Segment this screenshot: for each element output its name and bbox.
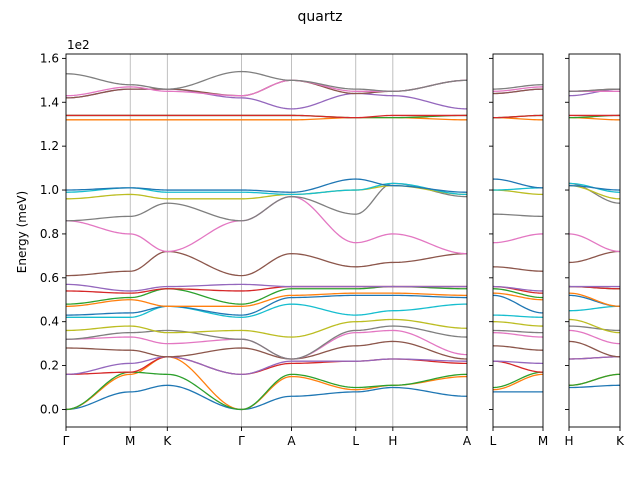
y-axis-label: Energy (meV) — [15, 191, 29, 273]
band-16 — [493, 266, 543, 272]
y-tick-label: 0.2 — [40, 359, 59, 373]
band-3 — [493, 371, 543, 389]
x-tick-label: K — [616, 434, 625, 448]
band-27 — [66, 79, 467, 97]
band-1 — [66, 384, 467, 411]
y-axis-multiplier: 1e2 — [67, 38, 90, 52]
band-18 — [569, 182, 620, 204]
band-21 — [66, 178, 467, 193]
band-10 — [493, 314, 543, 318]
band-3 — [66, 371, 467, 411]
x-tick-label: L — [352, 434, 359, 448]
band-lines — [569, 88, 620, 389]
band-11 — [66, 294, 467, 316]
x-tick-label: A — [287, 434, 296, 448]
band-17 — [493, 233, 543, 244]
band-1 — [569, 384, 620, 389]
band-18 — [493, 213, 543, 218]
band-6 — [493, 345, 543, 351]
panel-1: Γ M K Γ A L H A 0.0 0.2 0.4 0.6 0.8 1.0 1.2 1.4 1.6 — [40, 51, 472, 448]
band-6 — [66, 340, 467, 360]
band-19 — [66, 184, 467, 200]
band-11 — [493, 294, 543, 314]
band-7 — [569, 329, 620, 345]
band-6 — [569, 340, 620, 358]
band-12 — [493, 292, 543, 301]
x-tick-label: K — [163, 434, 172, 448]
y-tick-label: 0.8 — [40, 227, 59, 241]
band-10 — [569, 305, 620, 312]
band-16 — [569, 250, 620, 264]
x-tick-label: M — [125, 434, 135, 448]
chart-title: quartz — [298, 9, 343, 25]
band-15 — [493, 285, 543, 292]
x-tick-label: H — [388, 434, 397, 448]
x-tick-label: Γ — [63, 434, 70, 448]
band-2 — [493, 373, 543, 391]
band-7 — [493, 332, 543, 338]
band-5 — [493, 360, 543, 365]
band-12 — [569, 292, 620, 307]
y-tick-label: 1.0 — [40, 183, 59, 197]
band-9 — [569, 318, 620, 334]
band-8 — [66, 325, 467, 360]
band-16 — [66, 250, 467, 277]
band-7 — [66, 329, 467, 360]
band-18 — [66, 182, 467, 222]
band-24 — [66, 114, 467, 119]
band-27 — [493, 86, 543, 92]
band-20 — [493, 187, 543, 191]
band-19 — [493, 189, 543, 196]
band-2 — [66, 356, 467, 411]
band-5 — [66, 356, 467, 375]
x-tick-label: M — [538, 434, 548, 448]
band-12 — [66, 292, 467, 307]
band-8 — [569, 325, 620, 332]
band-13 — [493, 288, 543, 299]
axes-frame — [65, 53, 468, 428]
band-28 — [66, 70, 467, 92]
band-26 — [66, 79, 467, 99]
band-3 — [569, 373, 620, 386]
band-9 — [66, 318, 467, 338]
y-tick-label: 0.6 — [40, 271, 59, 285]
band-11 — [569, 294, 620, 307]
band-25 — [66, 88, 467, 110]
y-tick-label: 1.2 — [40, 139, 59, 153]
y-tick-label: 1.6 — [40, 51, 59, 65]
x-tick-label: H — [564, 434, 573, 448]
band-15 — [66, 283, 467, 292]
y-tick-label: 1.4 — [40, 95, 59, 109]
x-tick-label: A — [463, 434, 472, 448]
band-5 — [569, 356, 620, 360]
band-9 — [493, 321, 543, 327]
band-lines — [493, 84, 543, 393]
band-8 — [493, 329, 543, 334]
axes-frame — [492, 53, 544, 428]
band-28 — [493, 84, 543, 90]
band-17 — [569, 233, 620, 253]
y-tick-label: 0.4 — [40, 315, 59, 329]
band-10 — [66, 303, 467, 318]
band-26 — [493, 88, 543, 95]
band-28 — [569, 88, 620, 92]
band-lines — [66, 70, 467, 411]
band-17 — [66, 195, 467, 255]
x-tick-label: Γ — [238, 434, 245, 448]
band-14 — [66, 285, 467, 294]
x-tick-label: L — [490, 434, 497, 448]
band-21 — [493, 178, 543, 189]
y-tick-label: 0.0 — [40, 402, 59, 416]
axes-frame — [568, 53, 621, 428]
band-21 — [569, 185, 620, 191]
band-24 — [493, 114, 543, 119]
